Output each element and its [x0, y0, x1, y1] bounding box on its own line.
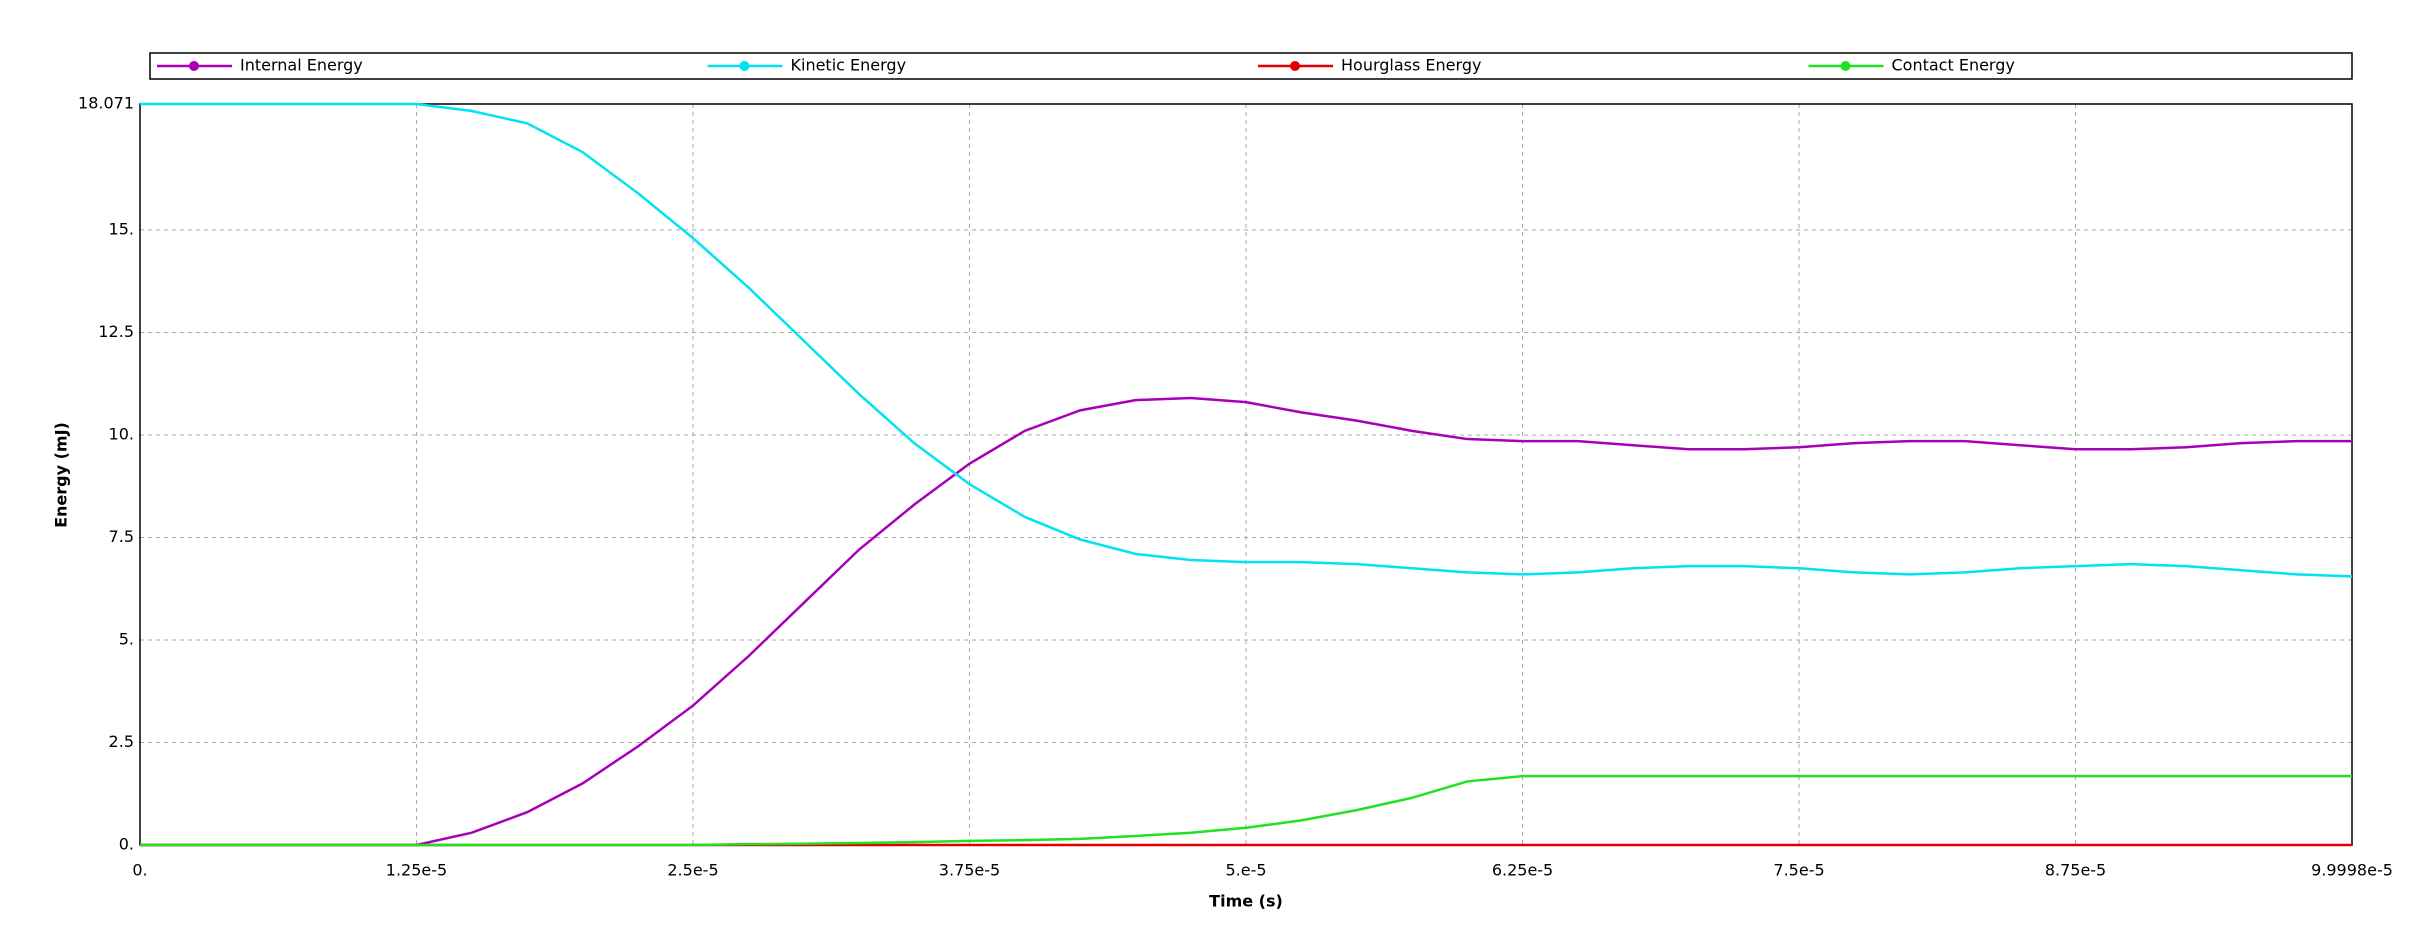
x-tick-label: 0.	[132, 861, 147, 880]
y-tick-label: 12.5	[98, 322, 134, 341]
y-tick-label: 2.5	[109, 732, 134, 751]
x-tick-label: 9.9998e-5	[2311, 861, 2393, 880]
x-tick-label: 2.5e-5	[667, 861, 718, 880]
x-axis-title: Time (s)	[1209, 892, 1283, 911]
y-tick-label: 10.	[109, 424, 134, 443]
legend-label: Internal Energy	[240, 56, 363, 75]
x-tick-label: 1.25e-5	[386, 861, 447, 880]
legend-marker	[1290, 61, 1300, 71]
y-tick-label: 5.	[119, 629, 134, 648]
series-line	[140, 774, 2352, 847]
series-line	[140, 396, 2352, 847]
x-tick-label: 7.5e-5	[1773, 861, 1824, 880]
x-tick-label: 3.75e-5	[939, 861, 1000, 880]
legend-marker	[1840, 61, 1851, 71]
legend-label: Hourglass Energy	[1341, 56, 1481, 75]
legend-label: Kinetic Energy	[791, 56, 907, 75]
legend-label: Contact Energy	[1892, 56, 2015, 75]
y-tick-label: 15.	[109, 219, 134, 238]
y-tick-label: 0.	[119, 835, 134, 854]
x-tick-label: 6.25e-5	[1492, 861, 1553, 880]
legend-marker	[189, 61, 199, 71]
y-tick-label: 18.071	[78, 94, 134, 113]
x-tick-label: 8.75e-5	[2045, 861, 2106, 880]
y-tick-label: 7.5	[109, 527, 134, 546]
series-line	[140, 102, 2353, 578]
legend-box	[149, 52, 2353, 80]
legend-marker	[739, 61, 750, 71]
x-tick-label: 5.e-5	[1225, 861, 1266, 880]
y-axis-title: Energy (mJ)	[52, 422, 71, 528]
